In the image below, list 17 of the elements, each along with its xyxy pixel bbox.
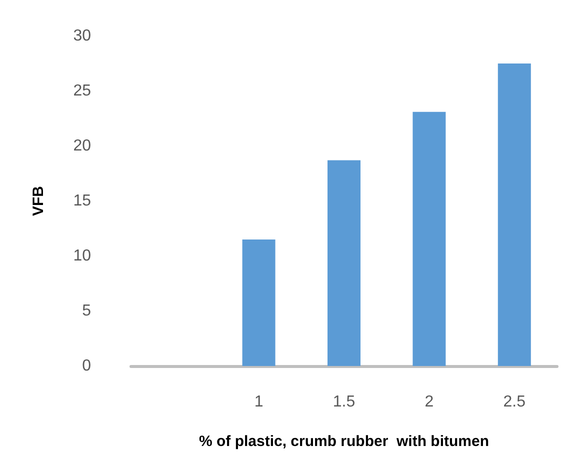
bar bbox=[242, 240, 276, 366]
y-tick-label: 30 bbox=[73, 28, 92, 44]
x-tick-label: 1.5 bbox=[332, 394, 356, 410]
y-tick-label: 0 bbox=[82, 358, 92, 374]
y-tick-label: 25 bbox=[73, 82, 92, 100]
x-tick-label: 2.5 bbox=[503, 394, 526, 410]
bar bbox=[412, 112, 446, 366]
y-tick-label: 15 bbox=[73, 192, 92, 210]
x-axis-title: % of plastic, crumb rubber with bitumen bbox=[198, 433, 490, 450]
bar bbox=[328, 160, 360, 366]
y-tick-label: 20 bbox=[73, 138, 92, 154]
y-tick-label: 5 bbox=[82, 302, 92, 320]
y-axis-title: VFB bbox=[30, 186, 47, 216]
bar bbox=[498, 64, 531, 366]
x-tick-label: 1 bbox=[254, 394, 264, 410]
x-tick-label: 2 bbox=[424, 394, 434, 410]
y-tick-label: 10 bbox=[73, 248, 92, 264]
